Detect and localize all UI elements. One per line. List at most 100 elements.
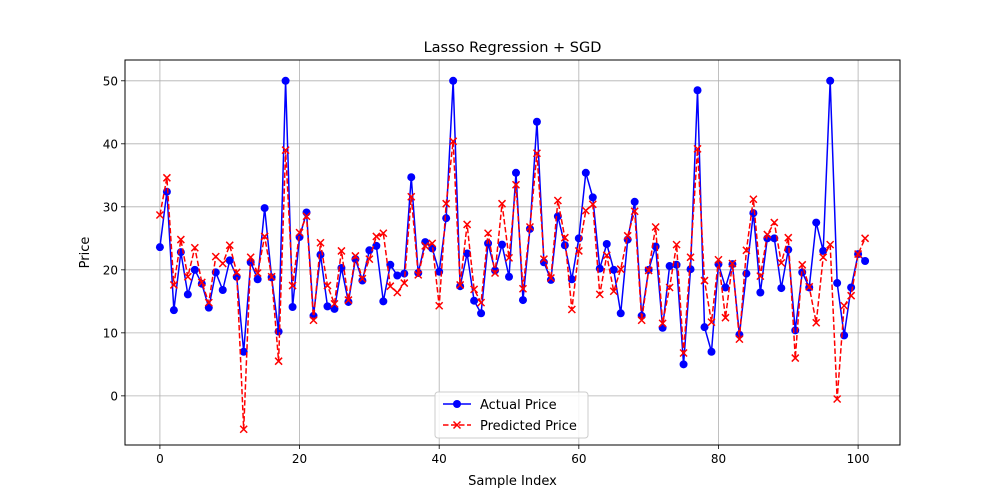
- predicted-price-point: [763, 230, 772, 239]
- actual-price-point: [400, 269, 409, 278]
- predicted-price-point: [665, 283, 674, 292]
- predicted-price-point: [421, 241, 430, 250]
- actual-price-point: [567, 275, 576, 284]
- y-tick-label: 0: [110, 389, 118, 403]
- predicted-price-point: [449, 137, 458, 146]
- actual-price-point: [190, 265, 199, 274]
- predicted-price-point: [616, 265, 625, 274]
- predicted-price-point: [644, 266, 653, 275]
- actual-price-point: [819, 246, 828, 255]
- predicted-price-point: [281, 146, 290, 155]
- actual-price-point: [546, 275, 555, 284]
- predicted-price-point: [197, 278, 206, 287]
- predicted-price-point: [176, 235, 185, 244]
- actual-price-point: [463, 249, 472, 258]
- legend-predicted-label: Predicted Price: [480, 419, 577, 434]
- legend-actual-label: Actual Price: [480, 398, 557, 413]
- predicted-price-point: [337, 246, 346, 255]
- actual-price-point: [456, 282, 465, 291]
- predicted-price-point: [861, 234, 870, 243]
- predicted-price-line: [159, 140, 866, 430]
- actual-price-point: [498, 240, 507, 249]
- predicted-price-point: [651, 222, 660, 232]
- predicted-price-point: [372, 232, 381, 241]
- predicted-price-point: [484, 229, 493, 238]
- predicted-price-series: [155, 137, 870, 434]
- predicted-price-point: [588, 200, 597, 209]
- actual-price-point: [826, 76, 835, 85]
- actual-price-point: [588, 193, 597, 202]
- x-tick-label: 100: [847, 452, 870, 466]
- predicted-price-point: [693, 144, 702, 153]
- predicted-price-point: [330, 299, 339, 308]
- predicted-price-point: [819, 253, 828, 262]
- predicted-price-point: [267, 272, 276, 281]
- actual-price-point: [658, 323, 667, 332]
- predicted-price-point: [400, 279, 409, 288]
- predicted-price-point: [721, 313, 730, 322]
- predicted-price-point: [365, 255, 374, 264]
- actual-price-point: [155, 243, 164, 252]
- predicted-price-point: [805, 282, 814, 291]
- predicted-price-point: [428, 239, 437, 248]
- actual-price-point: [777, 284, 786, 293]
- predicted-price-point: [232, 268, 241, 277]
- predicted-price-point: [581, 206, 590, 215]
- predicted-price-point: [630, 207, 639, 216]
- actual-price-point: [239, 347, 248, 356]
- predicted-price-point: [225, 241, 234, 250]
- predicted-price-point: [623, 231, 632, 240]
- predicted-price-point: [826, 240, 835, 249]
- predicted-price-point: [470, 285, 479, 294]
- predicted-price-point: [316, 238, 325, 247]
- predicted-price-point: [393, 288, 402, 297]
- predicted-price-point: [511, 180, 521, 189]
- predicted-price-point: [463, 220, 472, 229]
- legend-box: [434, 391, 589, 439]
- predicted-price-point: [686, 253, 695, 262]
- actual-price-point: [407, 173, 416, 182]
- actual-price-point: [679, 360, 688, 369]
- predicted-price-point: [218, 259, 227, 268]
- predicted-price-point: [162, 173, 171, 182]
- actual-price-point: [372, 241, 381, 250]
- actual-price-point: [505, 272, 514, 281]
- x-axis-label: Sample Index: [468, 474, 557, 489]
- actual-price-point: [847, 283, 856, 292]
- actual-price-point: [686, 265, 695, 274]
- axis-ticks: 0 20 40 60 80 100 0 10 20 30 40 50: [103, 74, 870, 466]
- predicted-price-point: [169, 280, 178, 289]
- predicted-price-point: [602, 251, 611, 260]
- predicted-price-point: [791, 354, 800, 363]
- actual-price-point: [365, 246, 374, 255]
- actual-price-point: [511, 168, 520, 177]
- y-tick-label: 10: [103, 326, 118, 340]
- predicted-price-point: [309, 316, 318, 325]
- actual-price-point: [344, 297, 353, 306]
- actual-price-point: [721, 283, 730, 292]
- predicted-price-point: [456, 280, 465, 289]
- actual-price-point: [742, 269, 751, 278]
- actual-price-point: [442, 214, 451, 223]
- actual-price-point: [323, 302, 332, 311]
- predicted-price-point: [246, 253, 255, 262]
- predicted-price-point: [567, 305, 576, 314]
- predicted-price-point: [497, 199, 507, 208]
- actual-price-point: [693, 86, 702, 95]
- predicted-price-point: [491, 268, 500, 278]
- predicted-price-point: [854, 250, 863, 259]
- actual-price-point: [260, 204, 269, 213]
- actual-price-point: [630, 197, 639, 206]
- actual-price-point: [218, 285, 227, 294]
- predicted-price-point: [274, 357, 283, 366]
- actual-price-point: [393, 271, 402, 280]
- predicted-price-point: [190, 243, 199, 252]
- predicted-price-point: [525, 222, 534, 232]
- predicted-price-point: [435, 301, 444, 310]
- predicted-price-point: [239, 425, 248, 434]
- y-tick-label: 50: [103, 74, 118, 88]
- y-tick-label: 40: [103, 137, 118, 151]
- actual-price-point: [665, 262, 674, 271]
- predicted-price-point: [323, 281, 332, 290]
- actual-price-point: [470, 296, 479, 305]
